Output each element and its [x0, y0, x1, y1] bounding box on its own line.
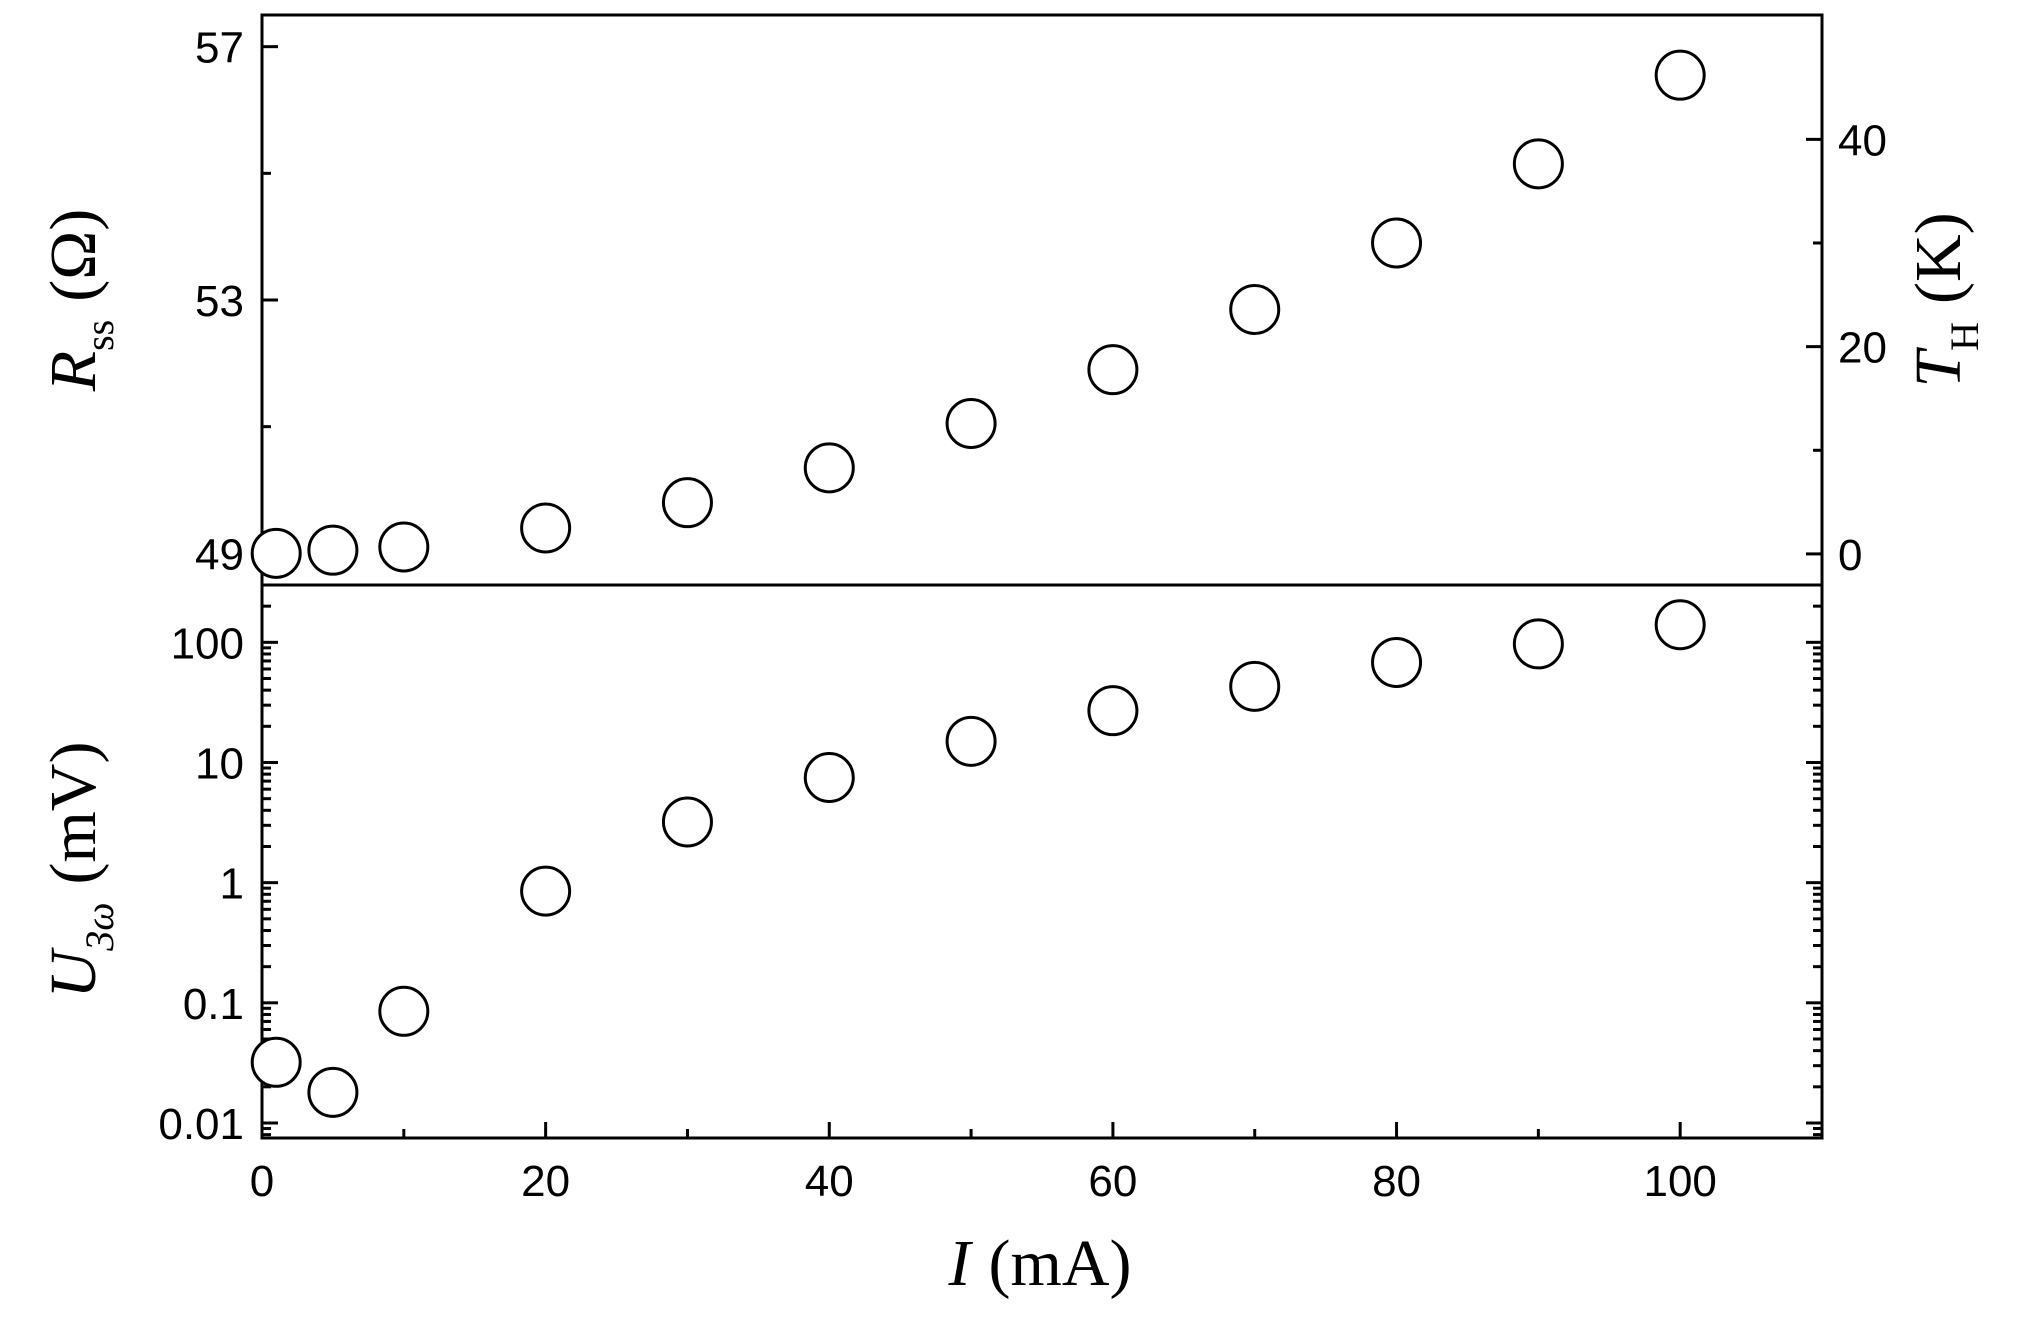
top-data-point [520, 502, 572, 554]
x-tick-label: 40 [805, 1157, 854, 1206]
x-tick-label: 80 [1372, 1157, 1421, 1206]
axis-ticks [260, 45, 1824, 1138]
top-data-point [1371, 217, 1423, 269]
top-data-point [661, 477, 713, 529]
top-panel-markers [250, 49, 1706, 579]
x-tick-label: 0 [250, 1157, 274, 1206]
top-left-tick-label: 57 [195, 24, 244, 73]
bottom-tick-label: 1 [220, 860, 244, 909]
top-data-point [1512, 138, 1564, 190]
top-right-tick-label: 40 [1838, 116, 1887, 165]
top-data-point [250, 527, 302, 579]
bottom-data-point [945, 715, 997, 767]
top-left-tick-label: 49 [195, 530, 244, 579]
bottom-data-point [250, 1036, 302, 1088]
top-panel-frame [260, 13, 1824, 587]
top-right-axis-title: TH(K) [1902, 212, 1987, 387]
bottom-data-point [1654, 599, 1706, 651]
x-tick-label: 20 [521, 1157, 570, 1206]
x-axis-title: I (mA) [948, 1227, 1132, 1300]
bottom-left-axis-title: U3ω(mV) [37, 742, 122, 999]
bottom-data-point [307, 1066, 359, 1118]
bottom-panel-markers [250, 599, 1706, 1118]
bottom-data-point [803, 752, 855, 804]
x-tick-label: 60 [1088, 1157, 1137, 1206]
bottom-data-point [1512, 618, 1564, 670]
bottom-panel-frame [260, 583, 1824, 1140]
bottom-data-point [378, 985, 430, 1037]
top-left-tick-label: 53 [195, 277, 244, 326]
top-data-point [803, 442, 855, 494]
bottom-data-point [1371, 636, 1423, 688]
top-data-point [378, 521, 430, 573]
bottom-tick-label: 10 [195, 739, 244, 788]
bottom-tick-label: 0.01 [158, 1100, 244, 1149]
bottom-data-point [1229, 660, 1281, 712]
top-right-tick-label: 20 [1838, 324, 1887, 373]
top-data-point [945, 398, 997, 449]
x-tick-label: 100 [1643, 1157, 1716, 1206]
top-data-point [307, 524, 359, 576]
bottom-tick-label: 100 [171, 619, 244, 668]
bottom-data-point [661, 796, 713, 848]
bottom-tick-label: 0.1 [183, 980, 244, 1029]
top-data-point [1654, 49, 1706, 101]
top-data-point [1229, 284, 1281, 335]
tick-labels: 0 20 40 60 80 100 49 53 57 0 20 40 0.01 0.1 1 10 100 [158, 24, 1887, 1206]
top-data-point [1087, 344, 1139, 396]
top-right-tick-label: 0 [1838, 531, 1862, 580]
bottom-data-point [520, 865, 572, 917]
bottom-data-point [1087, 685, 1139, 737]
top-left-axis-title: Rss(Ω) [37, 209, 122, 392]
